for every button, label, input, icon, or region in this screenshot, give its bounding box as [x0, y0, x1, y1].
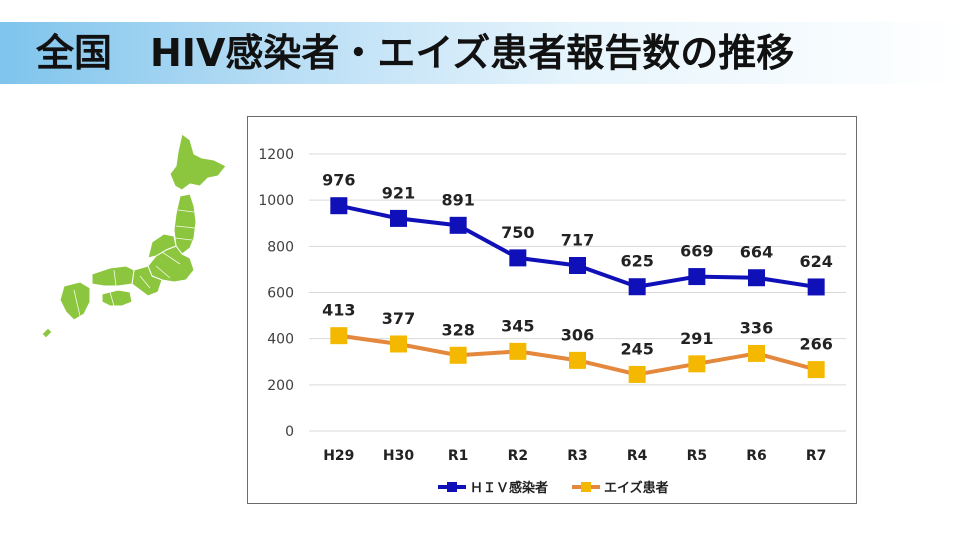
data-point: [748, 344, 765, 362]
data-point: [807, 361, 825, 379]
data-point: [569, 256, 586, 274]
data-point: [569, 351, 586, 369]
data-point: [390, 209, 407, 227]
page-title: 全国 HIV感染者・エイズ患者報告数の推移: [36, 31, 795, 75]
data-label: 891: [441, 190, 474, 209]
japan-map-icon: [41, 133, 227, 339]
data-label: 291: [680, 329, 713, 348]
data-label: 750: [501, 223, 534, 242]
data-label: 413: [322, 301, 355, 320]
data-point: [688, 268, 706, 286]
data-point: [509, 342, 527, 360]
data-point: [330, 327, 348, 345]
data-point: [449, 216, 467, 234]
data-point: [807, 278, 825, 296]
data-label: 624: [799, 252, 832, 271]
data-label: 625: [620, 252, 653, 271]
title-bar: 全国 HIV感染者・エイズ患者報告数の推移: [0, 22, 960, 84]
x-tick-label: R7: [806, 448, 827, 464]
data-label: 664: [740, 243, 773, 262]
data-label: 921: [382, 183, 415, 202]
data-point: [748, 269, 765, 287]
data-label: 976: [322, 171, 355, 190]
legend-label: ＨＩＶ感染者: [470, 480, 548, 496]
data-label: 306: [561, 325, 594, 344]
data-label: 328: [441, 320, 474, 339]
x-tick-label: H29: [323, 448, 354, 464]
x-tick-label: R2: [508, 448, 529, 464]
x-tick-label: R5: [687, 448, 708, 464]
x-tick-label: R6: [746, 448, 767, 464]
legend-label: エイズ患者: [604, 480, 669, 496]
data-point: [390, 335, 407, 353]
data-label: 669: [680, 242, 713, 261]
x-tick-label: R4: [627, 448, 648, 464]
data-point: [509, 249, 527, 267]
y-tick-label: 600: [267, 286, 294, 302]
chart-frame: 0 200 400 600 800 1000 1200 H29 H30 R1 R2 R3 R4 R5 R6 R…: [247, 116, 857, 504]
y-tick-label: 1000: [258, 193, 294, 209]
data-label: 245: [620, 339, 653, 358]
y-tick-label: 200: [267, 378, 294, 394]
data-point: [628, 278, 646, 296]
y-tick-label: 1200: [258, 147, 294, 163]
data-point: [449, 346, 467, 364]
data-point: [330, 197, 348, 215]
x-tick-label: R3: [567, 448, 588, 464]
data-label: 377: [382, 309, 415, 328]
x-tick-label: R1: [448, 448, 469, 464]
y-tick-label: 800: [267, 239, 294, 255]
data-label: 717: [561, 230, 594, 249]
data-point: [628, 365, 646, 383]
data-label: 336: [740, 318, 773, 337]
legend-swatch-marker: [447, 482, 457, 492]
legend-swatch-marker: [581, 482, 591, 492]
data-label: 345: [501, 316, 534, 335]
data-point: [688, 355, 706, 373]
y-tick-label: 0: [285, 424, 294, 440]
line-chart: 0 200 400 600 800 1000 1200 H29 H30 R1 R2 R3 R4 R5 R6 R…: [258, 147, 846, 496]
y-tick-label: 400: [267, 332, 294, 348]
data-label: 266: [799, 335, 832, 354]
x-tick-label: H30: [383, 448, 414, 464]
